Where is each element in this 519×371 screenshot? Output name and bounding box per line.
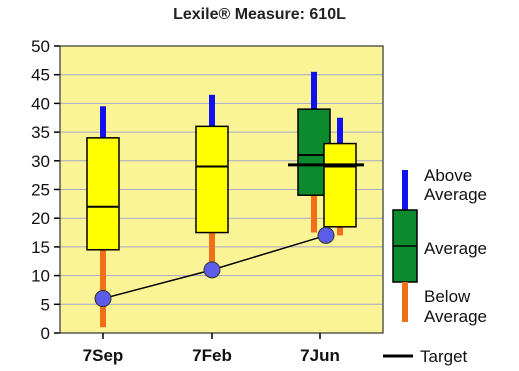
y-tick-label: 25 [31, 181, 50, 200]
box [323, 142, 357, 228]
data-point [94, 290, 112, 308]
y-tick-label: 20 [31, 209, 50, 228]
plot-frame [59, 45, 384, 334]
legend-target-label: Target [420, 347, 468, 366]
x-tick-label: 7Sep [83, 346, 124, 365]
data-point [317, 226, 335, 244]
y-tick-label: 35 [31, 123, 50, 142]
y-tick-label: 5 [41, 295, 50, 314]
y-tick-label: 15 [31, 238, 50, 257]
x-tick-label: 7Feb [192, 346, 232, 365]
legend-below-label: Average [424, 307, 487, 326]
y-tick-label: 0 [41, 324, 50, 343]
legend-average-label: Average [424, 239, 487, 258]
y-tick-label: 50 [31, 37, 50, 56]
data-point [203, 261, 221, 279]
legend-above-label: Above [424, 166, 472, 185]
box [86, 137, 120, 251]
y-tick-label: 40 [31, 94, 50, 113]
y-tick-label: 30 [31, 152, 50, 171]
y-tick-label: 10 [31, 267, 50, 286]
box [195, 125, 229, 234]
chart-title: Lexile® Measure: 610L [173, 6, 346, 23]
x-tick-label: 7Jun [300, 346, 340, 365]
legend-above-label: Average [424, 185, 487, 204]
y-tick-label: 45 [31, 66, 50, 85]
legend-below-label: Below [424, 287, 471, 306]
